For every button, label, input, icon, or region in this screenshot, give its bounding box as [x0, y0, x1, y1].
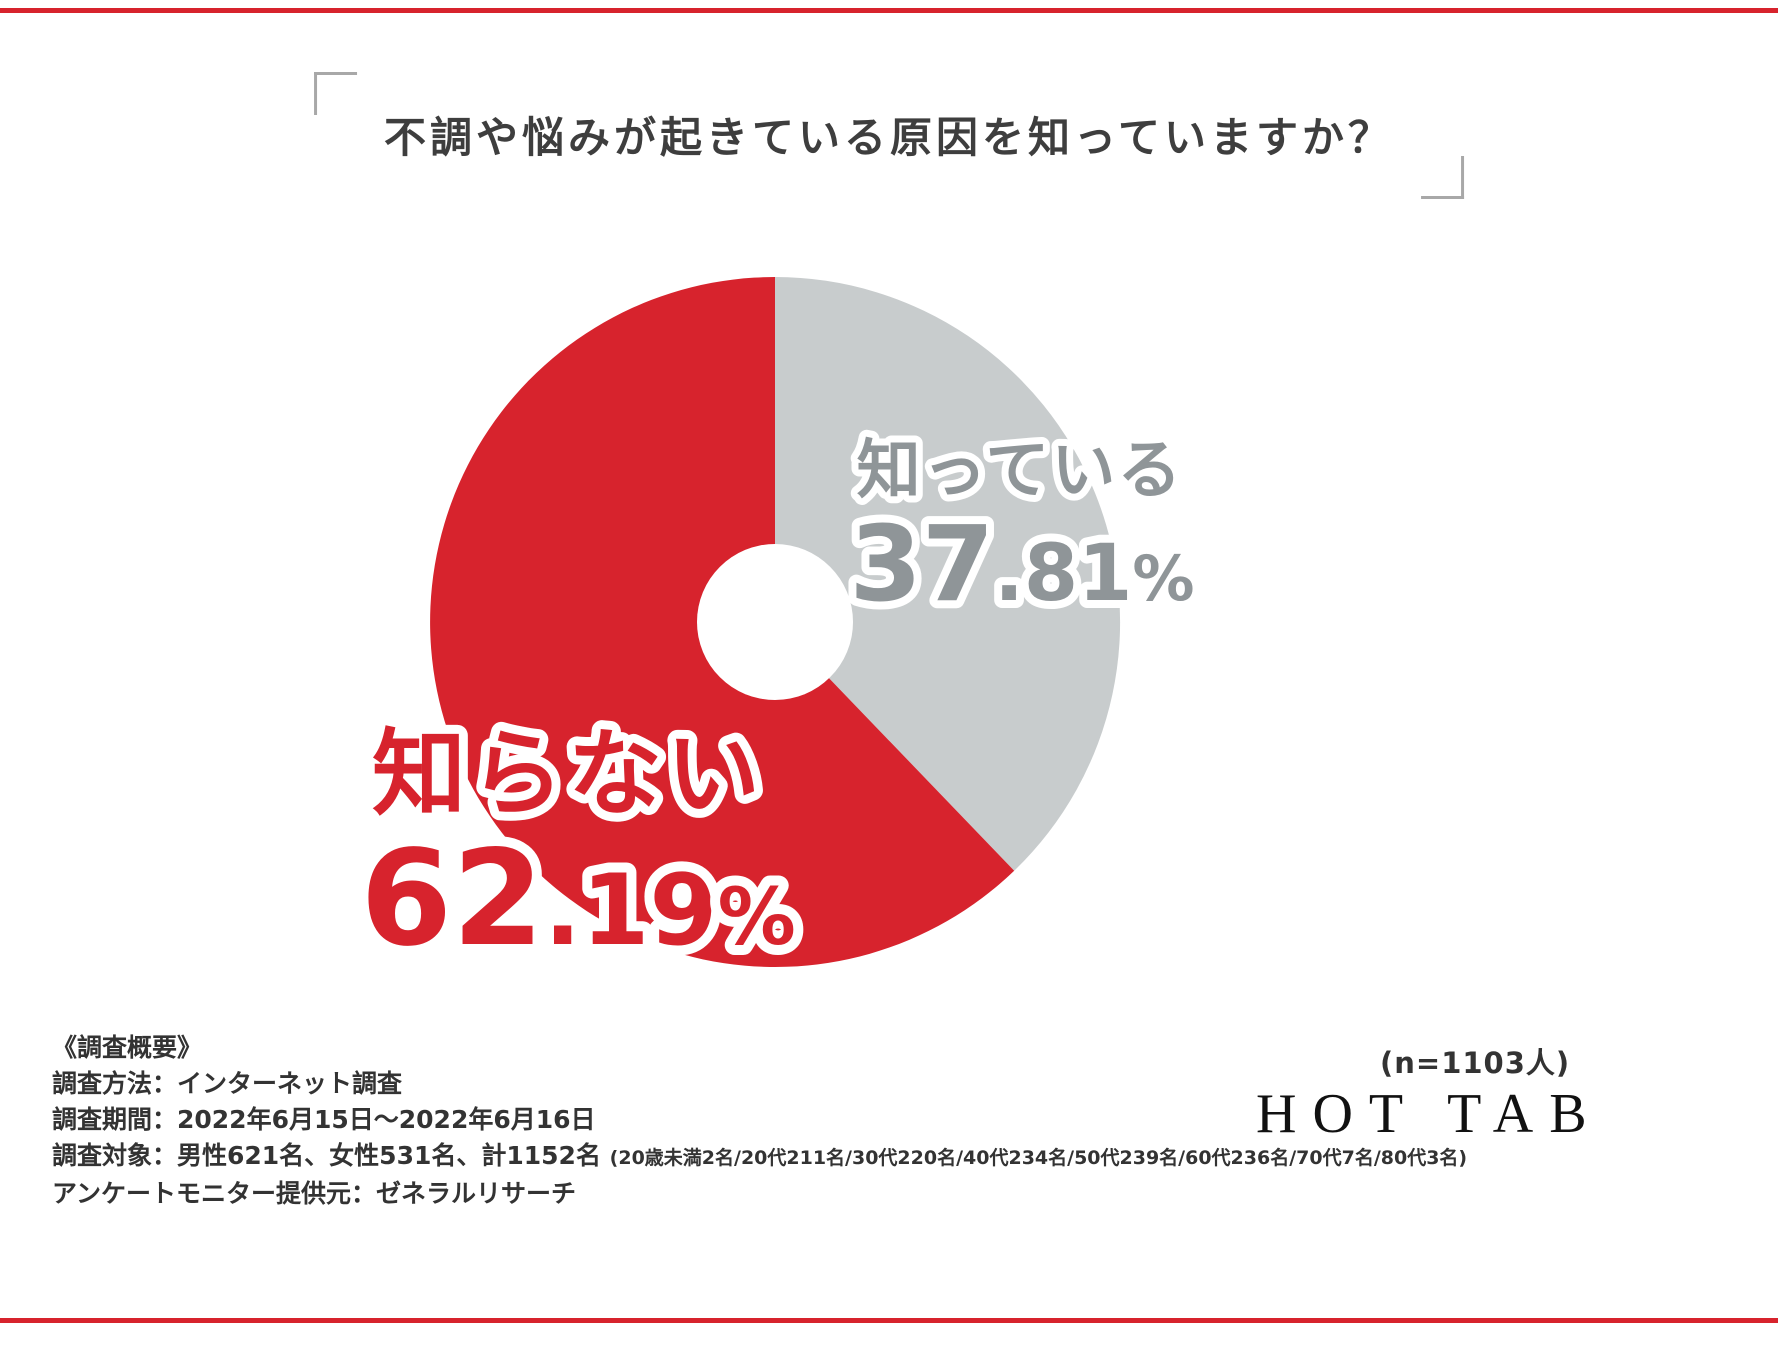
- top-red-rule: [0, 8, 1778, 13]
- hottab-logo: HOT TAB: [1256, 1083, 1603, 1145]
- value-int: 37: [849, 503, 994, 625]
- bottom-red-rule: [0, 1318, 1778, 1323]
- sample-size-label: (n=1103人): [1380, 1046, 1571, 1080]
- chart-title-frame: 不調や悩みが起きている原因を知っていますか？: [314, 72, 1464, 199]
- segment-label-dontknow: 知らない: [372, 720, 764, 829]
- pie-slice-1: [775, 277, 1121, 871]
- survey-heading: 《調査概要》: [52, 1033, 203, 1062]
- value-pct: %: [1132, 542, 1194, 615]
- bracket-bottom-right: [1420, 156, 1464, 199]
- value-dec: .81: [994, 529, 1132, 619]
- survey-monitor: アンケートモニター提供元：ゼネラルリサーチ: [52, 1179, 577, 1208]
- survey-overview: 《調査概要》 調査方法：インターネット調査 調査期間：2022年6月15日～20…: [52, 1030, 1467, 1212]
- page-title: 不調や悩みが起きている原因を知っていますか？: [384, 113, 1394, 162]
- segment-value-know: 37.81%: [849, 503, 1194, 625]
- survey-period: 調査期間：2022年6月15日～2022年6月16日: [52, 1105, 596, 1134]
- survey-subjects: 調査対象：男性621名、女性531名、計1152名 (20歳未満2名/20代21…: [52, 1138, 1467, 1176]
- survey-method: 調査方法：インターネット調査: [52, 1069, 403, 1098]
- value-dec: .19: [544, 854, 718, 968]
- survey-subjects-main: 調査対象：男性621名、女性531名、計1152名: [52, 1141, 601, 1170]
- donut-hole: [697, 544, 853, 700]
- survey-subjects-detail: (20歳未満2名/20代211名/30代220名/40代234名/50代239名…: [609, 1147, 1468, 1169]
- value-pct: %: [718, 873, 796, 963]
- segment-value-dontknow: 62.19%: [360, 822, 795, 976]
- value-int: 62: [360, 822, 544, 976]
- bracket-top-left: [314, 72, 358, 115]
- segment-label-know: 知っている: [857, 434, 1184, 508]
